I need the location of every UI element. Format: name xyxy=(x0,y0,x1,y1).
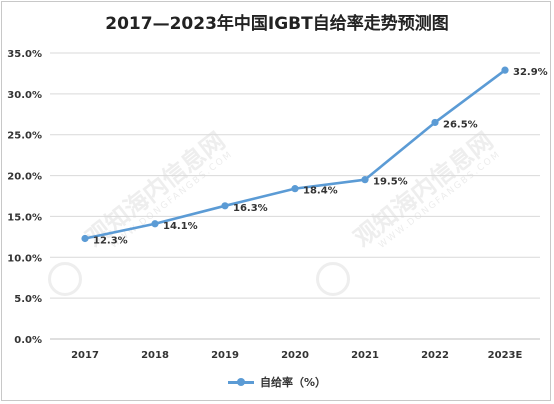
data-label: 12.3% xyxy=(93,235,128,246)
y-tick-label: 20.0% xyxy=(7,172,42,183)
y-tick-label: 25.0% xyxy=(7,131,42,142)
data-point xyxy=(431,118,439,127)
data-label: 26.5% xyxy=(443,119,478,130)
data-label: 18.4% xyxy=(303,186,338,197)
chart-legend: 自给率（%） xyxy=(0,374,554,390)
x-tick-label: 2021 xyxy=(351,350,379,361)
chart-title: 2017—2023年中国IGBT自给率走势预测图 xyxy=(105,14,449,34)
y-tick-label: 35.0% xyxy=(7,49,42,60)
data-point xyxy=(81,234,89,243)
x-tick-label: 2020 xyxy=(281,350,309,361)
x-tick-label: 2022 xyxy=(421,350,449,361)
watermark-logo-icon xyxy=(316,262,350,296)
y-tick-label: 10.0% xyxy=(7,253,42,264)
y-tick-label: 15.0% xyxy=(7,212,42,223)
y-tick-label: 30.0% xyxy=(7,90,42,101)
legend-label: 自给率（%） xyxy=(259,376,327,389)
data-point xyxy=(501,66,509,74)
x-tick-label: 2019 xyxy=(211,350,239,361)
x-tick-label: 2018 xyxy=(141,350,169,361)
watermark-logo-icon xyxy=(48,262,82,296)
data-label: 32.9% xyxy=(513,67,548,78)
data-label: 14.1% xyxy=(163,221,198,232)
data-point xyxy=(221,202,229,210)
data-point xyxy=(151,220,159,228)
legend-line-marker-icon xyxy=(227,377,254,387)
data-point xyxy=(291,185,299,193)
x-tick-label: 2017 xyxy=(71,350,99,361)
data-label: 19.5% xyxy=(373,177,408,188)
data-label: 16.3% xyxy=(233,203,268,214)
y-tick-label: 5.0% xyxy=(14,294,42,305)
data-point xyxy=(361,176,369,184)
y-tick-label: 0.0% xyxy=(14,335,42,346)
x-tick-label: 2023E xyxy=(488,350,523,361)
series-line xyxy=(84,69,506,240)
